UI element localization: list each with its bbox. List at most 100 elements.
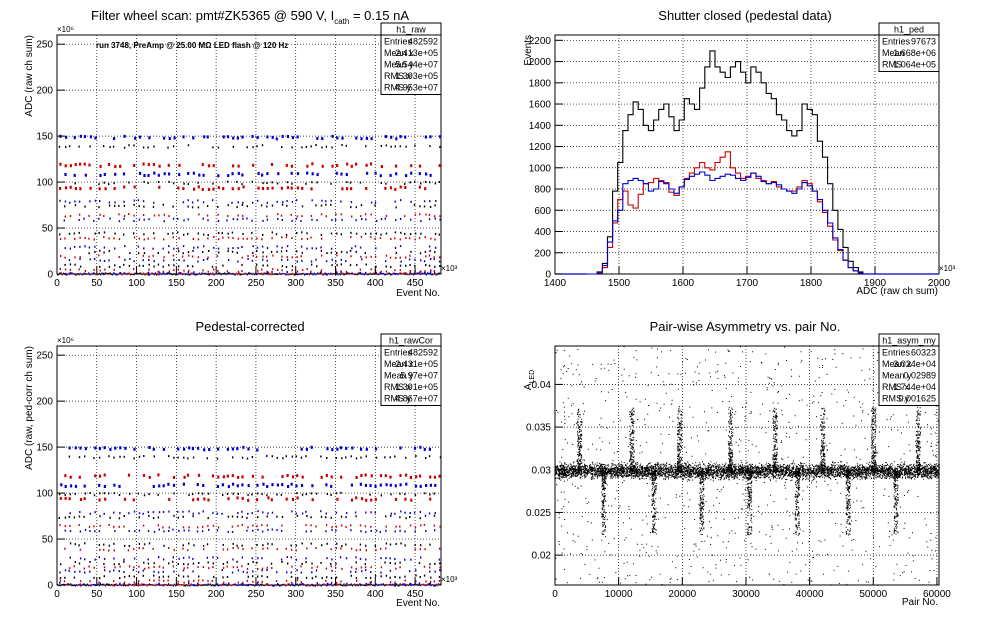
data-point bbox=[178, 529, 180, 532]
data-point bbox=[148, 136, 151, 140]
data-point bbox=[271, 585, 273, 587]
y-tick-label: 250 bbox=[36, 40, 53, 51]
data-point bbox=[108, 524, 110, 526]
data-point bbox=[389, 483, 392, 487]
data-point bbox=[179, 272, 182, 274]
data-point bbox=[119, 266, 121, 268]
data-point bbox=[400, 584, 402, 586]
data-point bbox=[107, 272, 109, 275]
data-point bbox=[311, 218, 313, 221]
data-point bbox=[326, 447, 329, 451]
data-point bbox=[342, 585, 344, 587]
data-point bbox=[70, 273, 72, 275]
data-point bbox=[109, 217, 111, 220]
data-point bbox=[370, 498, 373, 502]
data-point bbox=[98, 187, 101, 191]
data-point bbox=[242, 584, 244, 586]
x-tick-label: 450 bbox=[407, 589, 424, 600]
data-point bbox=[113, 569, 115, 572]
data-point bbox=[59, 238, 62, 241]
data-point bbox=[69, 475, 72, 479]
data-point bbox=[177, 510, 179, 513]
data-point bbox=[434, 204, 436, 207]
data-point bbox=[172, 217, 175, 220]
data-point bbox=[305, 524, 307, 527]
data-point bbox=[414, 526, 417, 529]
data-point bbox=[207, 270, 209, 273]
data-point bbox=[339, 446, 343, 450]
data-point bbox=[148, 268, 150, 271]
data-point bbox=[224, 272, 226, 274]
data-point bbox=[331, 164, 334, 168]
data-point bbox=[99, 515, 101, 518]
data-point bbox=[389, 186, 393, 190]
data-point bbox=[162, 584, 164, 587]
data-point bbox=[103, 548, 105, 551]
data-point bbox=[142, 512, 144, 515]
data-point bbox=[369, 162, 373, 166]
data-point bbox=[384, 561, 386, 564]
data-point bbox=[84, 455, 86, 458]
y-tick-label: 100 bbox=[36, 489, 53, 500]
data-point bbox=[123, 525, 125, 528]
data-point bbox=[147, 271, 150, 274]
data-point bbox=[182, 584, 184, 586]
data-point bbox=[390, 266, 392, 269]
data-point bbox=[66, 274, 68, 276]
data-point bbox=[261, 475, 264, 479]
data-point bbox=[296, 577, 299, 580]
data-point bbox=[340, 491, 342, 494]
data-point bbox=[359, 246, 362, 249]
data-point bbox=[202, 525, 204, 528]
data-point bbox=[202, 584, 204, 586]
data-point bbox=[276, 483, 279, 487]
data-point bbox=[182, 482, 185, 486]
data-point bbox=[255, 498, 259, 502]
data-point bbox=[202, 579, 204, 582]
data-point bbox=[252, 254, 254, 257]
data-point bbox=[439, 562, 441, 565]
data-point bbox=[137, 199, 139, 202]
data-point bbox=[354, 273, 356, 275]
data-point bbox=[320, 233, 323, 236]
data-point bbox=[173, 258, 175, 261]
data-point bbox=[412, 274, 414, 276]
data-point bbox=[177, 516, 179, 519]
data-point bbox=[84, 173, 87, 177]
data-point bbox=[355, 561, 357, 564]
data-point bbox=[424, 584, 426, 587]
data-point bbox=[182, 569, 185, 572]
data-point bbox=[183, 447, 186, 451]
data-point bbox=[266, 186, 269, 190]
data-point bbox=[335, 218, 337, 221]
data-point bbox=[142, 200, 145, 203]
data-point bbox=[222, 566, 225, 569]
data-point bbox=[390, 584, 392, 586]
x-tick-label: 350 bbox=[327, 278, 344, 289]
data-point bbox=[142, 146, 145, 149]
data-point bbox=[266, 494, 268, 497]
data-point bbox=[181, 255, 184, 258]
data-point bbox=[365, 498, 368, 502]
data-point bbox=[345, 557, 348, 560]
panel-corrected-x-exponent: ×10³ bbox=[441, 575, 458, 584]
data-point bbox=[64, 496, 67, 500]
data-point bbox=[128, 545, 131, 547]
data-point bbox=[191, 584, 194, 586]
data-point bbox=[101, 584, 103, 586]
x-tick-label: 100 bbox=[128, 278, 145, 289]
data-point bbox=[64, 164, 67, 168]
data-point bbox=[153, 265, 155, 268]
stats-box-value: 5.97e+07 bbox=[400, 371, 438, 381]
data-point bbox=[217, 447, 220, 451]
data-point bbox=[291, 256, 293, 259]
data-point bbox=[103, 173, 106, 176]
data-point bbox=[281, 584, 283, 586]
data-point bbox=[320, 510, 322, 513]
data-point bbox=[350, 547, 353, 550]
data-point bbox=[247, 257, 249, 260]
data-point bbox=[285, 233, 288, 236]
data-point bbox=[252, 570, 254, 573]
data-point bbox=[198, 173, 201, 177]
